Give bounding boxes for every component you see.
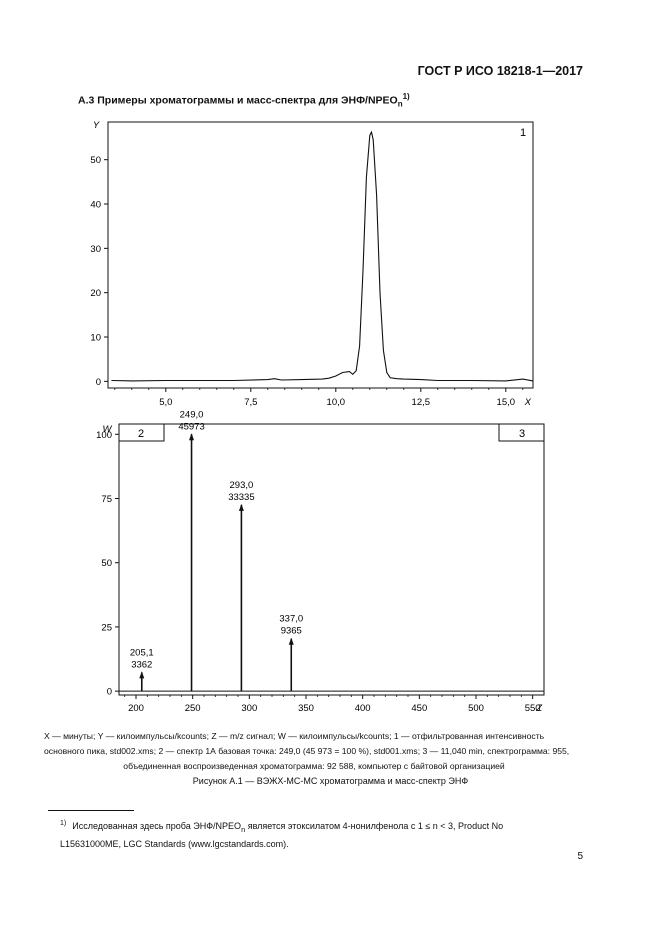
legend-line-2: основного пика, std002.xms; 2 — спектр 1… [44, 746, 570, 756]
chromatogram-y-tick-label: 0 [96, 377, 101, 388]
spectrum-y-tick-label: 0 [107, 687, 112, 698]
footnote-subscript: n [241, 824, 246, 834]
section-title-subscript: n [397, 99, 403, 109]
chromatogram-y-tick-label: 10 [90, 333, 101, 344]
chromatogram-x-tick-label: 5,0 [159, 397, 172, 408]
footnote-mark: 1) [60, 820, 67, 827]
section-title: А.3 Примеры хроматограммы и масс-спектра… [78, 92, 410, 109]
spectrum-y-tick-label: 50 [101, 558, 112, 569]
spectrum-x-tick-label: 550 [525, 703, 541, 714]
spectrum-plot-frame [118, 423, 545, 696]
spectrum-peak-arrow [288, 637, 294, 645]
chromatogram-y-tick-label: 50 [90, 155, 101, 166]
chromatogram-x-tick-label: 10,0 [327, 397, 346, 408]
chromatogram-x-tick-label: 7,5 [244, 397, 257, 408]
spectrum-panel-label-box-left [118, 423, 165, 442]
spectrum-panel-label-right: 3 [519, 428, 525, 440]
spectrum-y-tick-label: 75 [101, 494, 112, 505]
footnote-line-2: L15631000ME, LGC Standards (www.lgcstand… [60, 838, 289, 849]
spectrum-peak-intensity-label: 45973 [178, 421, 204, 432]
spectrum-peak-arrow [189, 433, 195, 441]
chromatogram-x-axis-label: X [524, 397, 532, 408]
figure-caption: Рисунок А.1 — ВЭЖХ-МС-МС хроматограмма и… [192, 776, 469, 786]
section-title-footnote-ref: 1) [402, 92, 410, 101]
spectrum-panel-label-left: 2 [138, 428, 144, 440]
chromatogram-y-tick-label: 20 [90, 288, 101, 299]
spectrum-peak-intensity-label: 33335 [228, 492, 254, 503]
spectrum-peak-mz-label: 249,0 [180, 409, 204, 420]
standard-header: ГОСТ Р ИСО 18218-1—2017 [417, 64, 583, 78]
spectrum-y-tick-label: 100 [96, 430, 112, 441]
chromatogram-y-tick-label: 40 [90, 200, 101, 211]
chromatogram-panel-label: 1 [520, 127, 526, 139]
spectrum-x-tick-label: 200 [128, 703, 144, 714]
footnote-text-rest: является этоксилатом 4-нонилфенола с 1 ≤… [245, 821, 504, 831]
chromatogram-x-tick-label: 12,5 [412, 397, 431, 408]
spectrum-x-tick-label: 300 [241, 703, 257, 714]
chromatogram-y-axis-label: Y [93, 120, 100, 131]
chromatogram-x-tick-label: 15,0 [497, 397, 516, 408]
spectrum-x-tick-label: 350 [298, 703, 314, 714]
spectrum-y-axis-label: W [103, 424, 113, 435]
spectrum-y-tick-label: 25 [101, 622, 112, 633]
spectrum-peak-intensity-label: 3362 [131, 659, 152, 670]
figure-legend: X — минуты; Y — килоимпульсы/kcounts; Z … [44, 729, 584, 774]
page-number: 5 [577, 851, 583, 862]
spectrum-x-tick-label: 500 [468, 703, 484, 714]
spectrum-peak-mz-label: 205,1 [130, 647, 154, 658]
legend-line-1: X — минуты; Y — килоимпульсы/kcounts; Z … [44, 731, 545, 741]
spectrum-x-tick-label: 400 [355, 703, 371, 714]
footnote: 1) Исследованная здесь проба ЭНФ/NPEOn яв… [60, 816, 584, 852]
spectrum-peak-intensity-label: 9365 [281, 626, 302, 637]
spectrum-x-tick-label: 250 [185, 703, 201, 714]
spectrum-peak-mz-label: 293,0 [230, 480, 254, 491]
spectrum-x-tick-label: 450 [411, 703, 427, 714]
spectrum-panel-label-box-right [498, 423, 545, 442]
spectrum-peak-arrow [139, 671, 145, 679]
footnote-rule [48, 810, 134, 811]
footnote-text: Исследованная здесь проба ЭНФ/NPEO [72, 821, 242, 831]
chromatogram-y-tick-label: 30 [90, 244, 101, 255]
spectrum-peak-mz-label: 337,0 [279, 614, 303, 625]
spectrum-x-axis-label: Z [535, 703, 543, 714]
chromatogram-trace [111, 130, 534, 382]
chromatogram-plot-frame [107, 121, 534, 389]
section-title-text: А.3 Примеры хроматограммы и масс-спектра… [78, 94, 398, 107]
legend-line-3: объединенная воспроизведенная хроматогра… [123, 761, 505, 771]
spectrum-peak-arrow [238, 503, 244, 511]
